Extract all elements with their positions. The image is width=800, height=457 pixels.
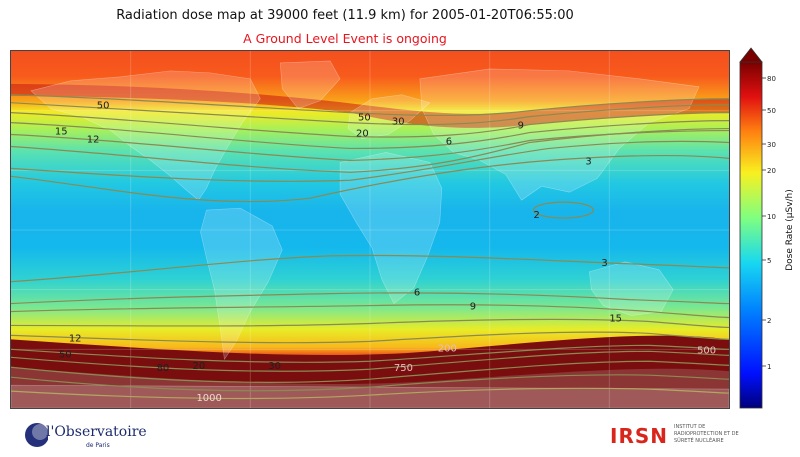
north-high-band [11, 83, 729, 128]
contour-label: 9 [518, 121, 524, 132]
continents [11, 60, 729, 408]
contour-label: 30 [392, 117, 405, 128]
contour-500 [11, 360, 729, 383]
colorbar-label: Dose Rate (µSv/h) [785, 189, 795, 271]
contour-label: 30 [268, 361, 281, 372]
colorbar-tick-label: 30 [767, 141, 776, 149]
irsn-name: IRSN [610, 424, 668, 448]
ground-level-event-alert: A Ground Level Event is ongoing [243, 31, 447, 46]
contour-30-south [11, 344, 729, 363]
contour-label: 750 [394, 363, 413, 374]
dose-rate-map: 50 15 12 50 30 20 9 6 3 2 3 6 9 15 12 50… [10, 50, 730, 409]
contour-label: 15 [55, 127, 68, 138]
contour-1000 [11, 387, 729, 400]
contour-6-north [11, 140, 729, 182]
contour-9-north [11, 127, 729, 173]
contour-label: 50 [97, 101, 110, 112]
contour-label: 20 [192, 361, 205, 372]
dose-rate-colorbar: 80 50 30 20 10 5 2 1 Dose Rate (µSv/h) [739, 47, 795, 409]
asia [419, 68, 700, 201]
africa [339, 152, 443, 305]
europe [347, 94, 431, 139]
contour-2-indian-ocean [532, 201, 594, 219]
irsn-logo: IRSN INSTITUT DE RADIOPROTECTION ET DE S… [610, 422, 760, 452]
contour-20-north [11, 112, 729, 138]
contour-label: 50 [59, 349, 72, 360]
contour-label: 15 [609, 313, 622, 324]
colorbar-tick-marks [762, 77, 766, 367]
contour-label-group: 50 15 12 50 30 20 9 6 3 2 3 6 9 15 12 50… [55, 101, 716, 404]
south-america [200, 207, 283, 361]
observatoire-name: l'Observatoire [46, 424, 147, 440]
contour-12-south [11, 331, 729, 344]
contour-label: 6 [446, 136, 452, 147]
colorbar-tick-label: 1 [767, 363, 771, 371]
contour-750 [11, 374, 729, 392]
colorbar-tick-label: 5 [767, 257, 771, 265]
graticule [11, 51, 729, 408]
contour-label: 3 [585, 156, 591, 167]
map-title: Radiation dose map at 39000 feet (11.9 k… [116, 8, 574, 23]
contour-200 [11, 350, 729, 372]
contour-30-north [11, 102, 729, 126]
contour-50-north [11, 94, 729, 117]
colorbar-ticks: 80 50 30 20 10 5 2 1 [767, 75, 776, 371]
contour-label: 9 [470, 302, 476, 313]
contour-label: 50 [358, 113, 371, 124]
colorbar-tick-label: 2 [767, 317, 771, 325]
colorbar-extend-arrow [739, 47, 763, 63]
contour-15-south [11, 318, 729, 329]
contour-label: 6 [414, 288, 420, 299]
contour-label: 1000 [196, 393, 221, 404]
contour-label: 12 [87, 134, 100, 145]
observatoire-subtitle: de Paris [86, 442, 110, 449]
contour-label: 200 [438, 343, 457, 354]
contour-3-north [11, 155, 729, 203]
contour-9-south [11, 304, 729, 319]
contour-label: 12 [69, 333, 82, 344]
contour-label: 3 [601, 258, 607, 269]
contour-6-south [11, 292, 729, 305]
colorbar-gradient [739, 61, 763, 409]
irsn-subtitle: INSTITUT DE RADIOPROTECTION ET DE SÛRETÉ… [674, 424, 739, 444]
contour-15-north [11, 120, 729, 150]
greenland [279, 60, 341, 110]
colorbar-tick-label: 50 [767, 107, 776, 115]
colorbar-tick-label: 20 [767, 167, 776, 175]
contour-label: 500 [697, 345, 716, 356]
north-america [30, 70, 261, 201]
contour-label: 2 [534, 210, 540, 221]
contour-3-south [11, 254, 729, 283]
colorbar-tick-label: 10 [767, 213, 776, 221]
contour-lines [11, 94, 729, 400]
contour-label: 80 [157, 363, 170, 374]
antarctica [11, 384, 729, 408]
contour-label: 20 [356, 129, 369, 140]
observatoire-emblem-icon [25, 423, 48, 447]
observatoire-logo: l'Observatoire de Paris [24, 418, 147, 454]
colorbar-tick-label: 80 [767, 75, 776, 83]
